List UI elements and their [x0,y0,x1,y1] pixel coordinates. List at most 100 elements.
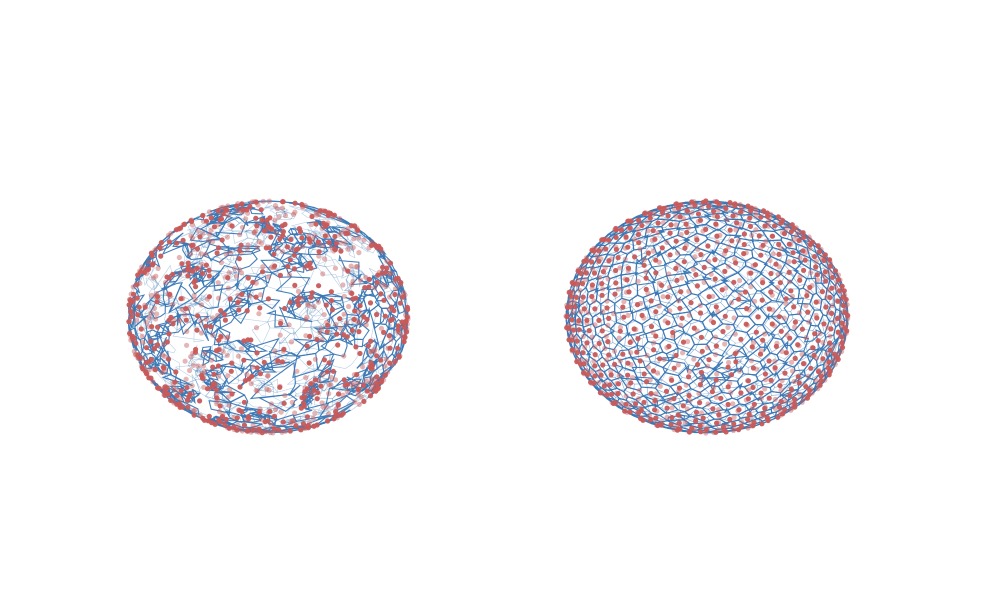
sample-point [323,404,329,410]
sample-point [643,275,649,281]
sample-point [323,302,329,308]
voronoi-cell [616,263,628,278]
sample-point [341,377,347,383]
voronoi-cell [215,216,249,239]
voronoi-cell [310,322,325,339]
sample-point [654,370,661,376]
sample-point [600,362,606,368]
sample-point [663,388,670,394]
sample-point [779,348,785,355]
voronoi-cell [284,415,302,424]
voronoi-cell [309,307,324,322]
sample-point [790,368,796,374]
sample-point [202,350,208,356]
sample-point [368,348,374,354]
sample-point [597,390,604,396]
sample-point [365,343,371,349]
sample-point [632,254,638,260]
voronoi-cell [698,312,724,331]
sample-point [691,199,697,205]
sample-point [266,387,272,393]
sample-point [345,381,351,387]
voronoi-cell [670,316,692,335]
voronoi-cell [228,202,248,207]
sample-point [750,263,756,269]
sample-point [788,386,795,392]
sample-point [152,367,158,373]
sample-point [368,338,374,344]
sample-point [748,358,755,364]
sample-point [190,391,196,397]
sample-point [839,344,846,351]
sample-point [784,332,790,338]
sample-point [791,236,797,243]
sample-point [292,282,298,288]
voronoi-cell [232,229,248,244]
voronoi-cell [612,330,629,348]
voronoi-cell [288,205,313,212]
voronoi-cell [786,221,806,235]
sample-point [726,244,732,250]
voronoi-cell [224,292,252,311]
sample-point [250,427,256,433]
sample-point [188,217,195,223]
sample-point [673,352,679,358]
sample-point [577,287,583,294]
sample-point [591,298,597,304]
sample-point [306,360,312,366]
sample-point [369,376,375,382]
sample-point [145,267,151,273]
sample-point [668,222,674,228]
sample-point [195,313,201,319]
sample-point [256,239,262,245]
sample-point [584,257,590,263]
sample-point [570,327,577,333]
sample-point [647,377,653,383]
sample-point [356,329,362,335]
sample-point [308,265,314,271]
sample-point [268,264,275,270]
sample-point [378,246,384,252]
sample-point [597,368,603,374]
sample-point [625,360,631,366]
sample-point [786,279,793,285]
voronoi-cell [269,207,286,216]
voronoi-cell [726,405,746,415]
sample-point [722,268,728,274]
sample-point [693,235,699,241]
sample-point [750,405,756,411]
voronoi-cell [206,312,218,330]
sample-point [673,238,679,244]
sample-point [342,240,348,246]
voronoi-cell [306,302,317,315]
sample-point [380,282,386,288]
sample-point [695,361,701,368]
sample-point [736,427,742,433]
sample-point [648,323,655,330]
voronoi-cell [151,312,155,319]
voronoi-cell [666,425,691,431]
sample-point [189,383,195,389]
voronoi-cell [736,383,759,398]
sample-point [606,237,612,243]
sample-point [137,268,143,274]
sample-point [161,365,167,371]
sample-point [774,284,781,291]
sample-point [371,349,377,355]
sample-point [620,351,626,357]
voronoi-cell [148,317,153,323]
sample-point [759,421,765,427]
voronoi-cell [369,342,378,357]
sample-point [712,276,718,282]
sample-point [244,371,250,377]
sample-point [610,311,617,317]
voronoi-cell [232,216,246,224]
sample-point [367,300,374,306]
sample-point [795,342,801,348]
sample-point [580,350,586,356]
sample-point [637,358,643,364]
voronoi-cell [332,387,351,403]
sample-point [653,309,659,315]
sample-point [383,356,389,362]
sample-point [804,293,810,299]
